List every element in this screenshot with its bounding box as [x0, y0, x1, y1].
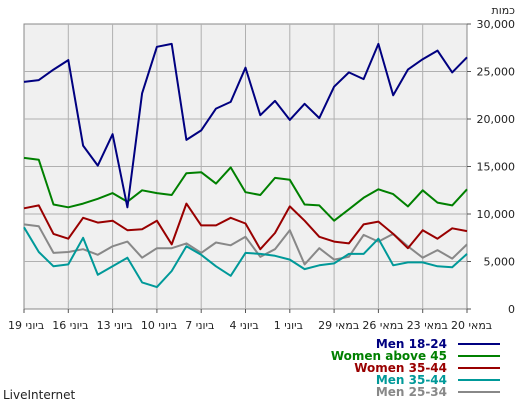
legend-label: Men 35-44 [376, 373, 447, 387]
x-tick-label: 13 ביוני [97, 319, 133, 332]
x-tick-label: 19 ביוני [8, 319, 44, 332]
legend-label: Men 25-34 [376, 385, 447, 399]
x-tick-label: 7 ביוני [185, 319, 214, 332]
y-tick-label: 30,000 [477, 18, 516, 31]
grid [24, 24, 467, 309]
x-tick-label: 23 במאי [407, 319, 448, 332]
series-line-men-35-44 [23, 226, 468, 289]
y-tick-label: 0 [508, 303, 515, 316]
x-axis-ticks: 19 ביוני 16 ביוני 13 ביוני 10 ביוני 7 ביוני 4… [8, 309, 492, 332]
y-tick-label: 20,000 [477, 113, 516, 126]
y-tick-label: 5,000 [484, 256, 516, 269]
y-tick-label: 15,000 [477, 161, 516, 174]
x-tick-label: 26 במאי [362, 319, 403, 332]
y-tick-label: 10,000 [477, 208, 516, 221]
x-tick-label: 20 במאי [451, 319, 492, 332]
series-line-women-35-44 [23, 202, 468, 251]
x-tick-label: 29 במאי [318, 319, 359, 332]
x-tick-label: 4 ביוני [230, 319, 259, 332]
brand-label: LiveInternet [3, 388, 75, 402]
y-tick-label: 25,000 [477, 66, 516, 79]
legend-label: Women above 45 [331, 349, 447, 363]
legend-label: Men 18-24 [376, 337, 447, 351]
series-lines [23, 42, 468, 289]
legend-label: Women 35-44 [354, 361, 447, 375]
x-tick-label: 16 ביוני [52, 319, 88, 332]
x-tick-label: 1 ביוני [274, 319, 303, 332]
x-tick-label: 10 ביוני [141, 319, 177, 332]
series-line-men-18-24 [23, 42, 468, 209]
y-axis-ticks: 0 5,000 10,000 15,000 20,000 25,000 30,000 [467, 18, 515, 316]
y-axis-label: כמות [491, 4, 515, 17]
series-line-women-above-45 [23, 156, 468, 222]
